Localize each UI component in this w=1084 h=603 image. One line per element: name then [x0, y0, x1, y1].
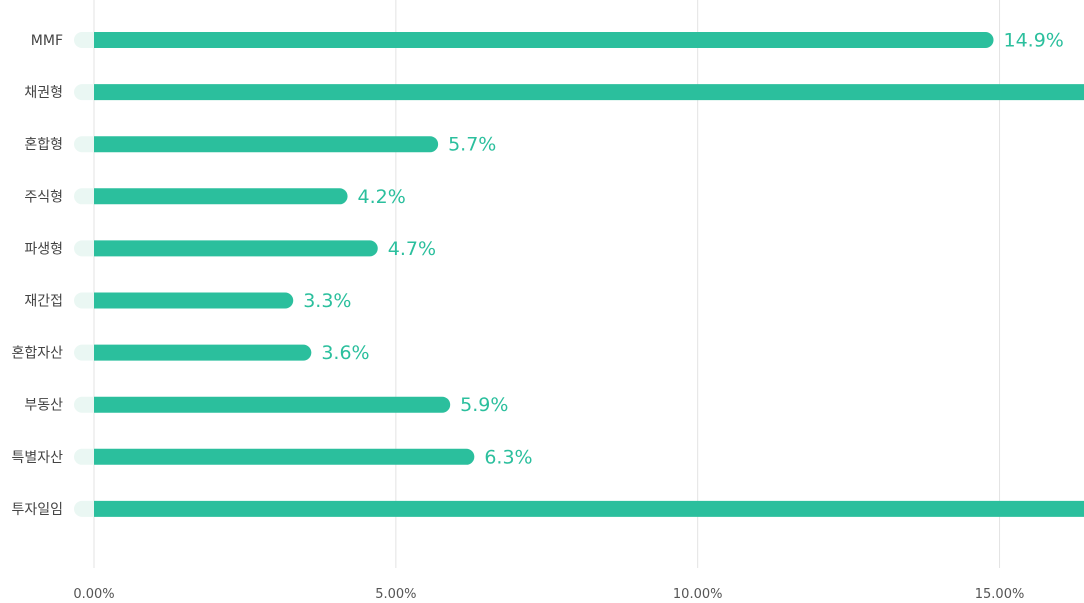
x-tick-label: 5.00%: [375, 587, 416, 602]
bar: [94, 240, 378, 257]
x-tick-label: 0.00%: [73, 587, 114, 602]
category-label: 혼합형: [24, 137, 63, 153]
bar: [94, 500, 1084, 517]
value-label: 6.3%: [484, 446, 532, 468]
x-axis-ticks: 0.00%5.00%10.00%15.00%20.00%25.00%30.00%: [73, 587, 1025, 602]
bar: [94, 32, 994, 48]
bar: [94, 396, 451, 413]
value-label: 5.7%: [448, 134, 496, 156]
category-label: 혼합자산: [11, 346, 63, 362]
value-labels: 14.9%31.6%5.7%4.2%4.7%3.3%3.6%5.9%6.3%19…: [303, 30, 1064, 469]
category-label: 부동산: [24, 398, 63, 414]
value-label: 4.2%: [358, 186, 406, 208]
value-label: 14.9%: [1004, 30, 1064, 52]
bar: [94, 188, 348, 205]
category-label: MMF: [31, 33, 63, 49]
category-label: 특별자산: [11, 450, 63, 466]
value-label: 3.6%: [321, 342, 369, 364]
x-tick-label: 10.00%: [673, 587, 723, 602]
bar: [94, 84, 1084, 101]
category-label: 파생형: [24, 241, 63, 257]
bar: [94, 448, 475, 465]
category-label: 투자일임: [11, 502, 63, 518]
value-label: 4.7%: [388, 238, 436, 260]
bar-tracks: [74, 32, 104, 517]
category-label: 재간접: [24, 294, 63, 310]
bar: [94, 136, 439, 153]
category-label: 채권형: [24, 85, 63, 101]
bars: [94, 32, 1084, 517]
bar: [94, 292, 294, 309]
bar: [94, 344, 312, 361]
value-label: 5.9%: [460, 394, 508, 416]
value-label: 3.3%: [303, 290, 351, 312]
category-label: 주식형: [24, 189, 63, 205]
x-tick-label: 15.00%: [975, 587, 1025, 602]
